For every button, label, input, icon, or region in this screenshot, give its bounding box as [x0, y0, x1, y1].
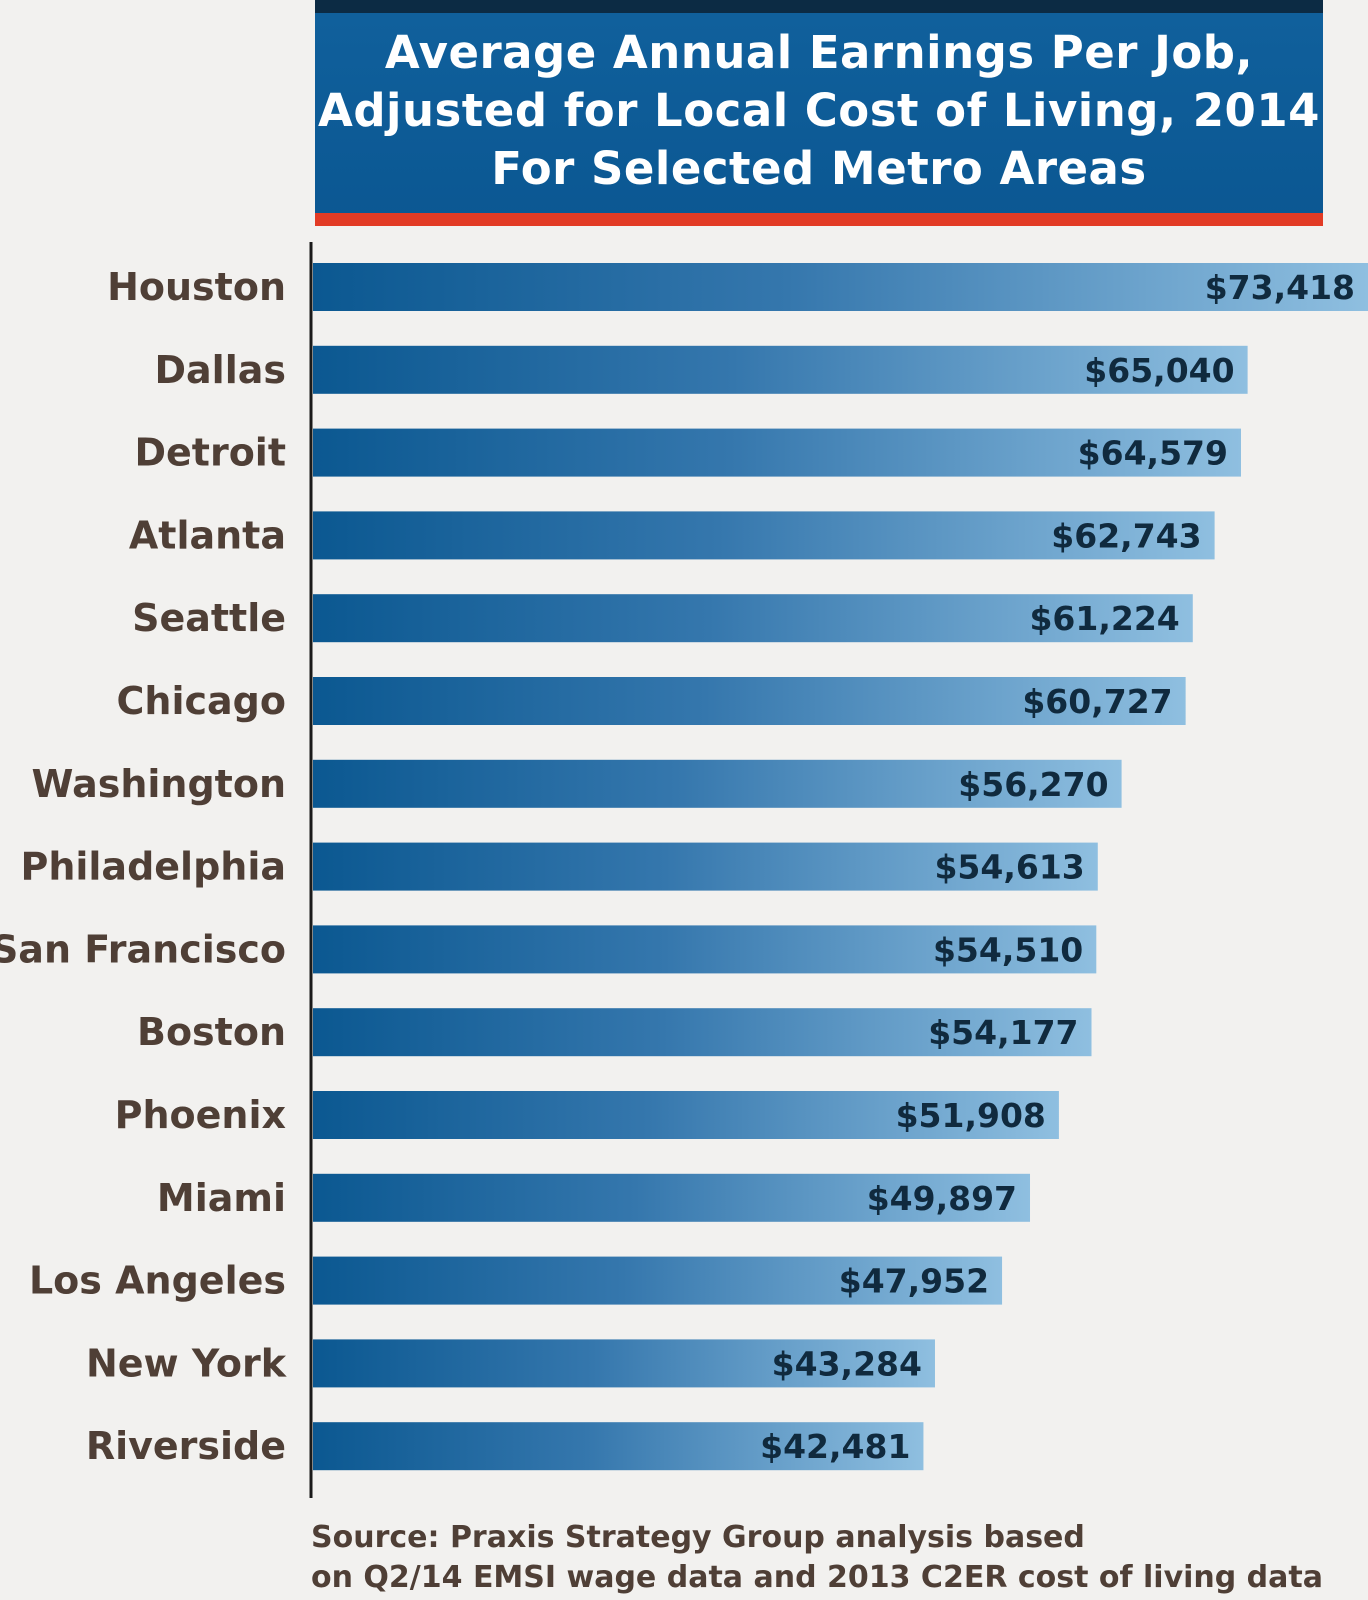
bar-detroit [313, 428, 1241, 477]
category-label: Detroit [134, 431, 286, 475]
bar-washington [313, 759, 1122, 808]
value-label: $73,418 [1205, 268, 1355, 307]
value-label: $42,481 [760, 1427, 910, 1466]
bar-riverside [313, 1422, 924, 1471]
value-label: $62,743 [1051, 516, 1201, 555]
source-note: Source: Praxis Strategy Group analysis b… [311, 1518, 1361, 1598]
bar-miami [313, 1173, 1031, 1222]
value-label: $65,040 [1084, 351, 1234, 390]
value-label: $56,270 [958, 765, 1108, 804]
source-line-2: on Q2/14 EMSI wage data and 2013 C2ER co… [311, 1560, 1323, 1595]
value-label: $54,613 [934, 848, 1084, 887]
category-label: Phoenix [115, 1093, 286, 1137]
value-label: $60,727 [1022, 682, 1172, 721]
bar-new-york [313, 1339, 935, 1388]
category-label: Houston [107, 265, 286, 309]
chart-title-line-1: Average Annual Earnings Per Job, [384, 26, 1254, 79]
bar-los-angeles [313, 1256, 1003, 1305]
category-label: Washington [32, 762, 286, 806]
category-label: Atlanta [129, 513, 286, 557]
bar-phoenix [313, 1091, 1059, 1139]
category-label: Chicago [117, 679, 286, 723]
category-label: Philadelphia [20, 845, 286, 889]
category-label: Seattle [132, 596, 286, 640]
bars-layer: Houston $73,418 Dallas $65,040 Detroit $64,57… [0, 263, 1368, 1471]
chart-title-banner: Average Annual Earnings Per Job, Adjuste… [315, 0, 1323, 226]
category-label: Dallas [155, 348, 287, 392]
value-label: $54,177 [928, 1013, 1078, 1052]
value-label: $51,908 [896, 1096, 1046, 1135]
value-label: $54,510 [933, 930, 1083, 969]
chart-title-line-2: Adjusted for Local Cost of Living, 2014 [318, 84, 1320, 137]
chart-subtitle: For Selected Metro Areas [491, 142, 1147, 195]
value-label: $61,224 [1029, 599, 1179, 638]
category-label: Boston [137, 1010, 286, 1054]
category-label: New York [86, 1341, 287, 1385]
category-label: Los Angeles [29, 1259, 286, 1303]
category-label: Miami [157, 1176, 286, 1220]
bar-atlanta [313, 511, 1215, 560]
category-label: San Francisco [0, 927, 286, 971]
bar-seattle [313, 594, 1193, 643]
bar-houston [313, 263, 1368, 311]
value-label: $49,897 [867, 1179, 1017, 1218]
bar-philadelphia [313, 842, 1098, 891]
category-label: Riverside [86, 1424, 286, 1468]
source-line-1: Source: Praxis Strategy Group analysis b… [311, 1520, 1085, 1555]
title-red-stripe [315, 213, 1323, 226]
value-label: $47,952 [839, 1262, 989, 1301]
bar-boston [313, 1008, 1092, 1057]
bar-dallas [313, 345, 1248, 394]
bar-chicago [313, 677, 1186, 725]
value-label: $43,284 [772, 1344, 922, 1383]
value-label: $64,579 [1078, 434, 1228, 473]
bar-san-francisco [313, 925, 1097, 974]
